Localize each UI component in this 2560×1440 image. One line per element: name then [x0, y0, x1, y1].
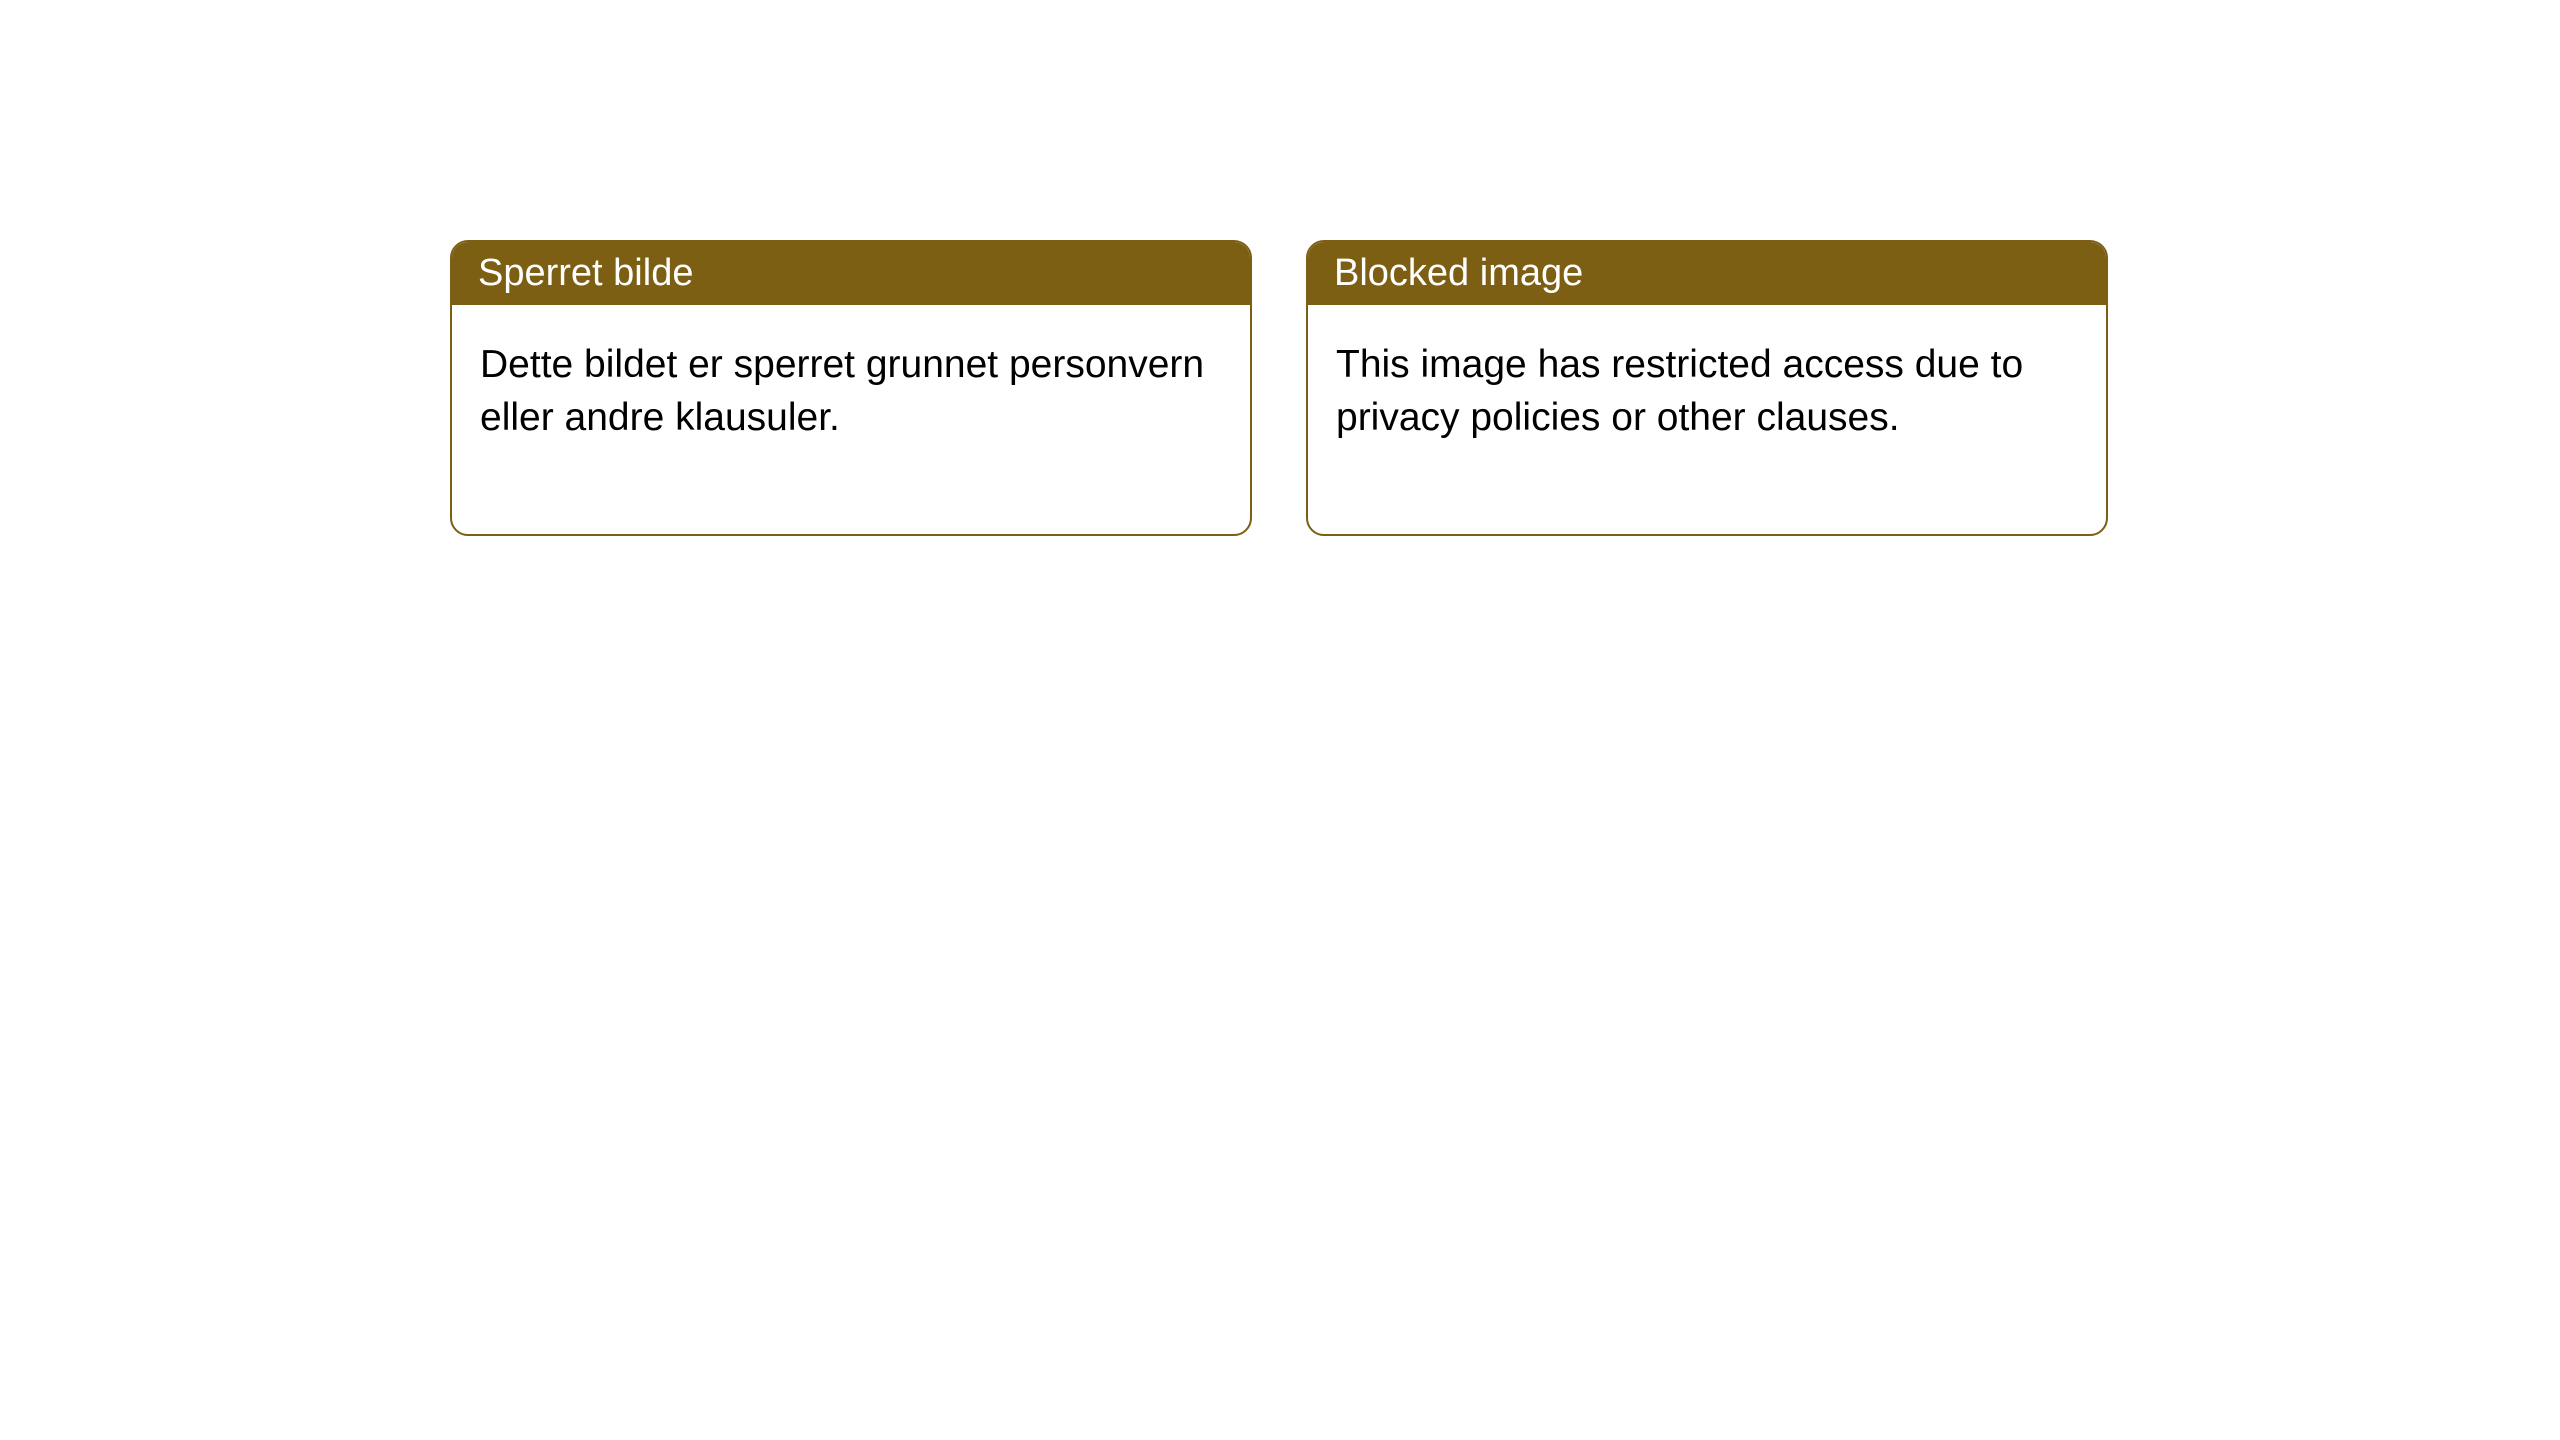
notice-card-english: Blocked image This image has restricted …	[1306, 240, 2108, 536]
card-header-text: Sperret bilde	[478, 252, 693, 294]
card-body-text: This image has restricted access due to …	[1336, 343, 2023, 439]
notice-card-norwegian: Sperret bilde Dette bildet er sperret gr…	[450, 240, 1252, 536]
card-body: This image has restricted access due to …	[1308, 305, 2106, 534]
card-header: Sperret bilde	[452, 242, 1250, 305]
notice-cards-container: Sperret bilde Dette bildet er sperret gr…	[450, 240, 2108, 536]
card-header: Blocked image	[1308, 242, 2106, 305]
card-body: Dette bildet er sperret grunnet personve…	[452, 305, 1250, 534]
card-header-text: Blocked image	[1334, 252, 1583, 294]
card-body-text: Dette bildet er sperret grunnet personve…	[480, 343, 1204, 439]
